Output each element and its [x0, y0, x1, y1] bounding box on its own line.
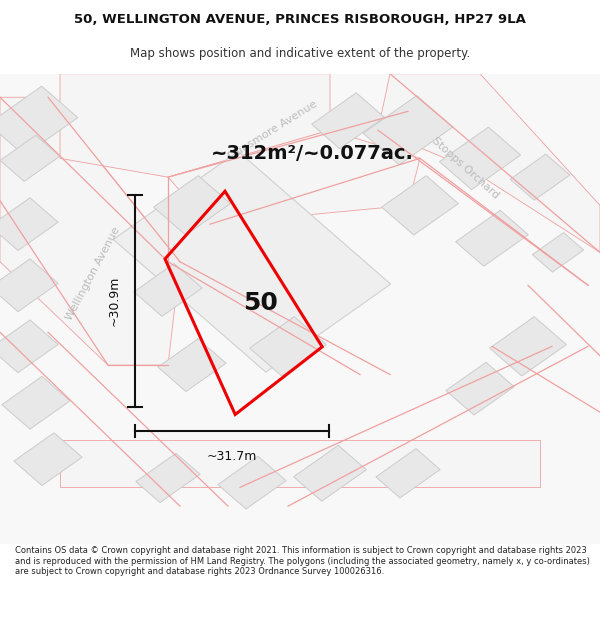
Text: Map shows position and indicative extent of the property.: Map shows position and indicative extent…: [130, 48, 470, 61]
Polygon shape: [446, 362, 514, 415]
Polygon shape: [0, 198, 58, 251]
Text: ~312m²/~0.077ac.: ~312m²/~0.077ac.: [211, 144, 413, 163]
Polygon shape: [382, 176, 458, 235]
Polygon shape: [154, 176, 230, 235]
Polygon shape: [311, 92, 385, 149]
Polygon shape: [136, 453, 200, 503]
Polygon shape: [0, 320, 58, 372]
Polygon shape: [378, 74, 600, 253]
Polygon shape: [14, 432, 82, 486]
Polygon shape: [113, 151, 391, 372]
Polygon shape: [510, 154, 570, 200]
Polygon shape: [60, 441, 540, 488]
Text: Contains OS data © Crown copyright and database right 2021. This information is : Contains OS data © Crown copyright and d…: [15, 546, 590, 576]
Polygon shape: [60, 74, 330, 177]
Polygon shape: [455, 210, 529, 266]
Polygon shape: [532, 232, 584, 272]
Polygon shape: [363, 96, 453, 165]
Polygon shape: [0, 135, 60, 181]
Polygon shape: [376, 449, 440, 498]
Polygon shape: [168, 130, 420, 224]
Polygon shape: [0, 86, 78, 156]
Polygon shape: [0, 259, 58, 312]
Text: 50: 50: [244, 291, 278, 315]
Text: Stopps Orchard: Stopps Orchard: [430, 135, 500, 201]
Text: Wellington Avenue: Wellington Avenue: [64, 225, 122, 322]
Polygon shape: [0, 98, 180, 365]
Polygon shape: [2, 376, 70, 429]
Text: 50, WELLINGTON AVENUE, PRINCES RISBOROUGH, HP27 9LA: 50, WELLINGTON AVENUE, PRINCES RISBOROUG…: [74, 13, 526, 26]
Polygon shape: [218, 456, 286, 509]
Polygon shape: [158, 339, 226, 391]
Polygon shape: [490, 317, 566, 376]
Polygon shape: [250, 317, 326, 376]
Text: Dunsmore Avenue: Dunsmore Avenue: [227, 99, 319, 161]
Polygon shape: [293, 445, 367, 501]
Text: ~30.9m: ~30.9m: [107, 276, 121, 326]
Text: ~31.7m: ~31.7m: [207, 450, 257, 463]
Polygon shape: [134, 264, 202, 316]
Polygon shape: [439, 127, 521, 189]
